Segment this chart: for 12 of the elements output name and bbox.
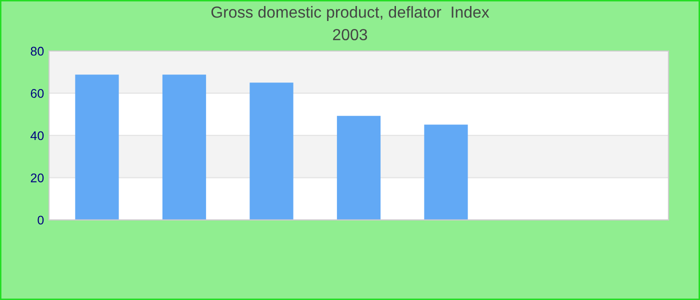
y-tick-label: 80 [30, 46, 44, 56]
y-tick-label: 40 [30, 131, 44, 140]
bar [424, 124, 468, 220]
bar [75, 74, 119, 220]
bar [336, 116, 381, 220]
bar [162, 74, 206, 220]
chart-title: Gross domestic product, deflator Index [211, 6, 490, 21]
y-tick-label: 0 [38, 216, 44, 225]
bar [250, 82, 294, 220]
chart-subtitle: 2003 [333, 28, 368, 40]
y-tick-label: 20 [30, 173, 44, 182]
y-tick-label: 60 [30, 89, 44, 98]
